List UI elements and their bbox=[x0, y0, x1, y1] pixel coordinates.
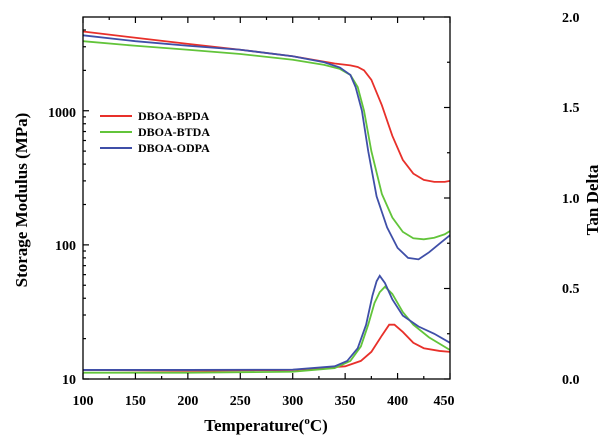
x-tick-label: 450 bbox=[434, 394, 455, 409]
x-axis-title: Temperature(oC) bbox=[204, 415, 328, 435]
x-tick-label: 200 bbox=[177, 394, 198, 409]
x-tick-label: 300 bbox=[282, 394, 303, 409]
x-tick-label: 100 bbox=[73, 394, 94, 409]
y-right-tick-label: 2.0 bbox=[562, 11, 580, 26]
y-right-tick-label: 0.5 bbox=[562, 282, 580, 297]
y-left-tick-labels: 10 100 1000 bbox=[48, 106, 76, 388]
x-tick-label: 400 bbox=[387, 394, 408, 409]
storage-modulus-line-dboa-bpda bbox=[82, 30, 451, 183]
y-right-tick-label: 0.0 bbox=[562, 373, 580, 388]
legend-label: DBOA-BTDA bbox=[138, 125, 210, 139]
y-right-axis-title: Tan Delta bbox=[583, 164, 602, 235]
legend-label: DBOA-BPDA bbox=[138, 109, 210, 123]
y-right-tick-label: 1.5 bbox=[562, 101, 580, 116]
x-tick-label: 250 bbox=[230, 394, 251, 409]
y-left-tick-label: 10 bbox=[62, 373, 76, 388]
tan-delta-line-dboa-bpda bbox=[82, 323, 451, 372]
tan-delta-line-dboa-odpa bbox=[83, 274, 451, 371]
y-left-tick-label: 1000 bbox=[48, 106, 76, 121]
y-right-tick-label: 1.0 bbox=[562, 192, 580, 207]
tan-delta-line-dboa-btda bbox=[83, 285, 451, 374]
axis-ticks bbox=[82, 16, 451, 380]
storage-modulus-line-dboa-odpa bbox=[82, 34, 451, 261]
storage-modulus-line-dboa-btda bbox=[82, 40, 451, 241]
y-left-tick-label: 100 bbox=[55, 239, 76, 254]
y-right-tick-labels: 0.0 0.5 1.0 1.5 2.0 bbox=[562, 11, 580, 388]
plot-lines bbox=[82, 30, 451, 374]
x-tick-labels: 100 150 200 250 300 350 400 450 bbox=[73, 394, 455, 409]
x-tick-label: 350 bbox=[335, 394, 356, 409]
y-left-axis-title: Storage Modulus (MPa) bbox=[12, 113, 31, 288]
x-tick-label: 150 bbox=[125, 394, 146, 409]
legend: DBOA-BPDA DBOA-BTDA DBOA-ODPA bbox=[100, 109, 210, 155]
legend-label: DBOA-ODPA bbox=[138, 141, 210, 155]
